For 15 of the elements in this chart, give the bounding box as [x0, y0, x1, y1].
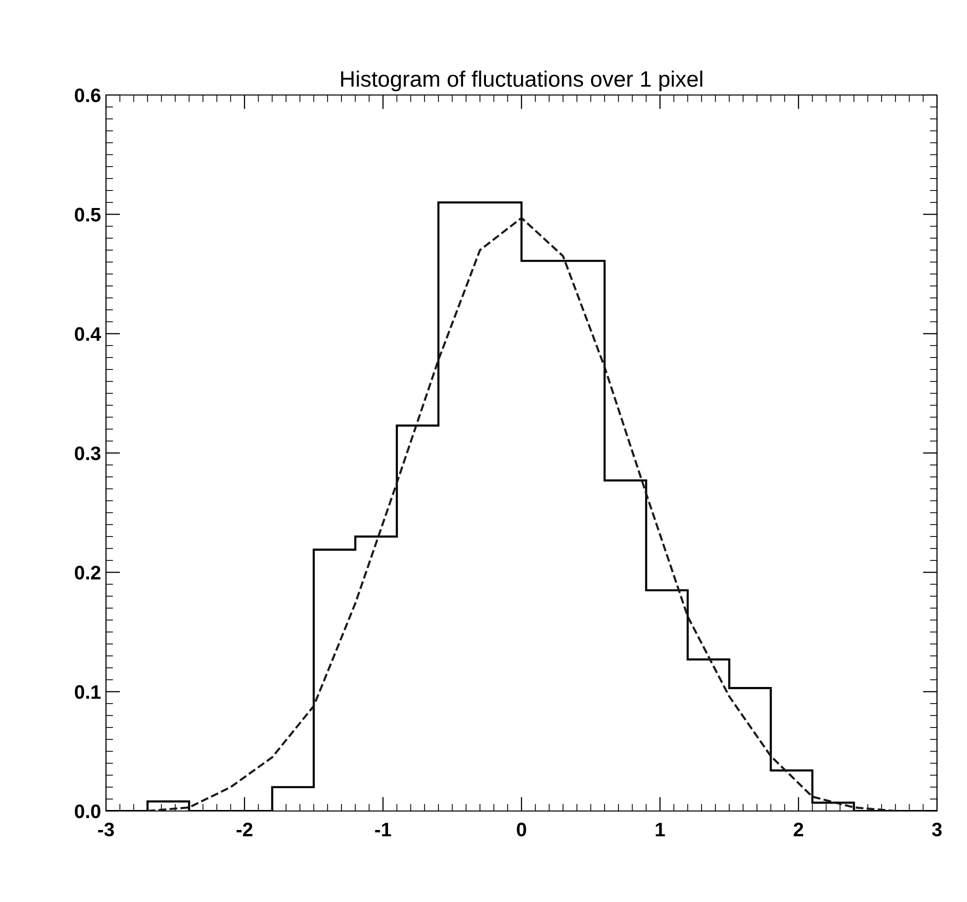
y-tick-label: 0.0 — [74, 804, 100, 818]
y-tick-label: 0.3 — [74, 446, 100, 460]
y-tick-label: 0.5 — [74, 208, 101, 222]
chart-title: Histogram of fluctuations over 1 pixel — [341, 70, 702, 92]
x-tick-label: -1 — [375, 822, 392, 836]
x-tick-label: 2 — [794, 822, 804, 836]
y-tick-label: 0.6 — [74, 88, 100, 102]
x-tick-label: 1 — [656, 822, 665, 836]
x-tick-label: -2 — [236, 822, 252, 836]
y-tick-label: 0.2 — [74, 566, 100, 580]
y-tick-label: 0.4 — [74, 327, 102, 341]
x-tick-label: 3 — [932, 822, 942, 836]
y-tick-label: 0.1 — [74, 685, 101, 699]
x-tick-label: -3 — [98, 822, 114, 836]
x-tick-label: 0 — [516, 822, 526, 836]
